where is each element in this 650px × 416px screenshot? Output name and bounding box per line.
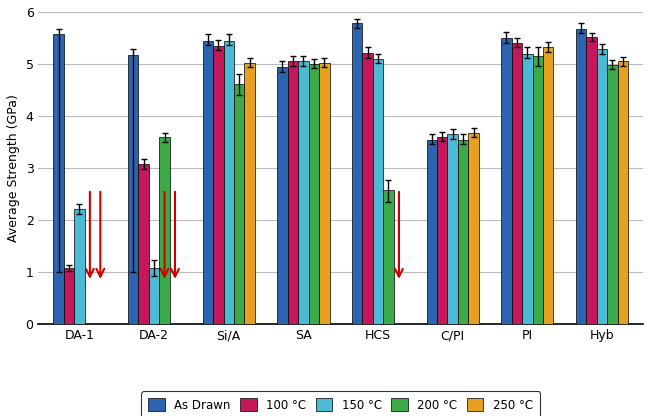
Bar xyxy=(298,62,309,324)
Bar xyxy=(501,38,512,324)
Bar xyxy=(458,139,469,324)
Bar xyxy=(384,190,394,324)
Bar xyxy=(244,63,255,324)
Bar xyxy=(607,65,618,324)
Bar xyxy=(362,52,373,324)
Bar xyxy=(373,59,384,324)
Bar xyxy=(224,41,234,324)
Bar xyxy=(576,29,586,324)
Bar xyxy=(543,47,553,324)
Bar xyxy=(309,64,319,324)
Bar xyxy=(319,63,330,324)
Bar xyxy=(512,43,522,324)
Bar xyxy=(437,137,447,324)
Bar xyxy=(447,134,458,324)
Bar xyxy=(586,37,597,324)
Y-axis label: Average Strength (GPa): Average Strength (GPa) xyxy=(7,94,20,242)
Bar xyxy=(426,139,437,324)
Bar xyxy=(234,84,244,324)
Bar xyxy=(203,41,213,324)
Bar xyxy=(213,46,224,324)
Bar xyxy=(532,56,543,324)
Bar xyxy=(74,209,85,324)
Bar xyxy=(288,62,298,324)
Bar xyxy=(522,54,532,324)
Bar xyxy=(149,268,159,324)
Bar xyxy=(53,34,64,324)
Bar xyxy=(278,67,288,324)
Bar xyxy=(618,62,628,324)
Bar xyxy=(64,268,74,324)
Bar xyxy=(159,137,170,324)
Legend: As Drawn, 100 °C, 150 °C, 200 °C, 250 °C: As Drawn, 100 °C, 150 °C, 200 °C, 250 °C xyxy=(141,391,540,416)
Bar xyxy=(469,133,479,324)
Bar xyxy=(128,54,138,324)
Bar xyxy=(597,50,607,324)
Bar xyxy=(138,164,149,324)
Bar xyxy=(352,23,362,324)
